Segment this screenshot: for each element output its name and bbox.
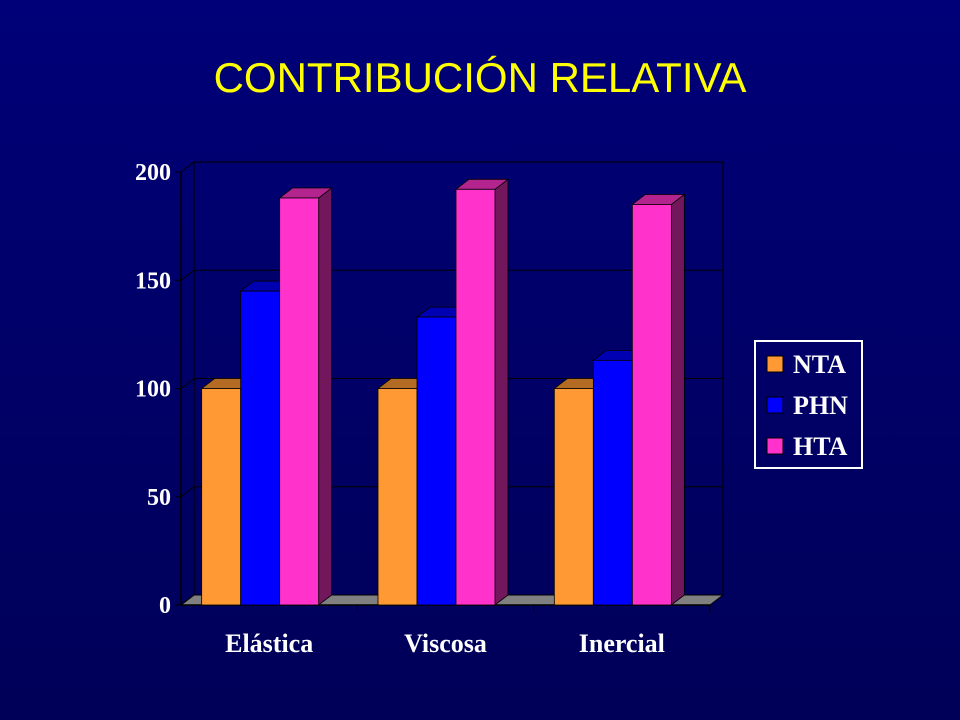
chart-title: CONTRIBUCIÓN RELATIVA bbox=[214, 54, 747, 101]
bar bbox=[631, 204, 672, 606]
grid-line bbox=[180, 594, 195, 606]
bar-side bbox=[494, 178, 509, 606]
grid-line bbox=[180, 269, 195, 281]
x-tick-label: Viscosa bbox=[404, 629, 487, 658]
legend-swatch bbox=[766, 355, 784, 373]
legend-box bbox=[754, 340, 863, 469]
bar bbox=[201, 388, 242, 606]
bar bbox=[455, 188, 496, 606]
grid-line bbox=[180, 161, 195, 173]
bar bbox=[592, 359, 633, 606]
legend-swatch bbox=[766, 396, 784, 414]
y-tick-label: 200 bbox=[135, 160, 171, 186]
y-tick-label: 50 bbox=[147, 485, 171, 511]
legend-swatch bbox=[766, 437, 784, 455]
grid-line bbox=[180, 486, 195, 498]
x-tick-label: Inercial bbox=[579, 629, 665, 658]
y-tick-label: 100 bbox=[135, 377, 171, 403]
x-tick-label: Elástica bbox=[225, 629, 313, 658]
grid-line bbox=[180, 378, 195, 389]
bar bbox=[377, 388, 418, 606]
bar bbox=[240, 290, 281, 606]
legend-label: NTA bbox=[793, 350, 846, 379]
y-tick-label: 0 bbox=[159, 593, 171, 619]
bar-side bbox=[670, 193, 685, 606]
bar bbox=[416, 316, 457, 606]
bar bbox=[553, 388, 594, 606]
legend-label: HTA bbox=[793, 432, 848, 461]
legend-label: PHN bbox=[793, 391, 848, 420]
bar bbox=[279, 197, 320, 606]
bar-side bbox=[318, 187, 333, 606]
y-tick-label: 150 bbox=[135, 268, 171, 294]
